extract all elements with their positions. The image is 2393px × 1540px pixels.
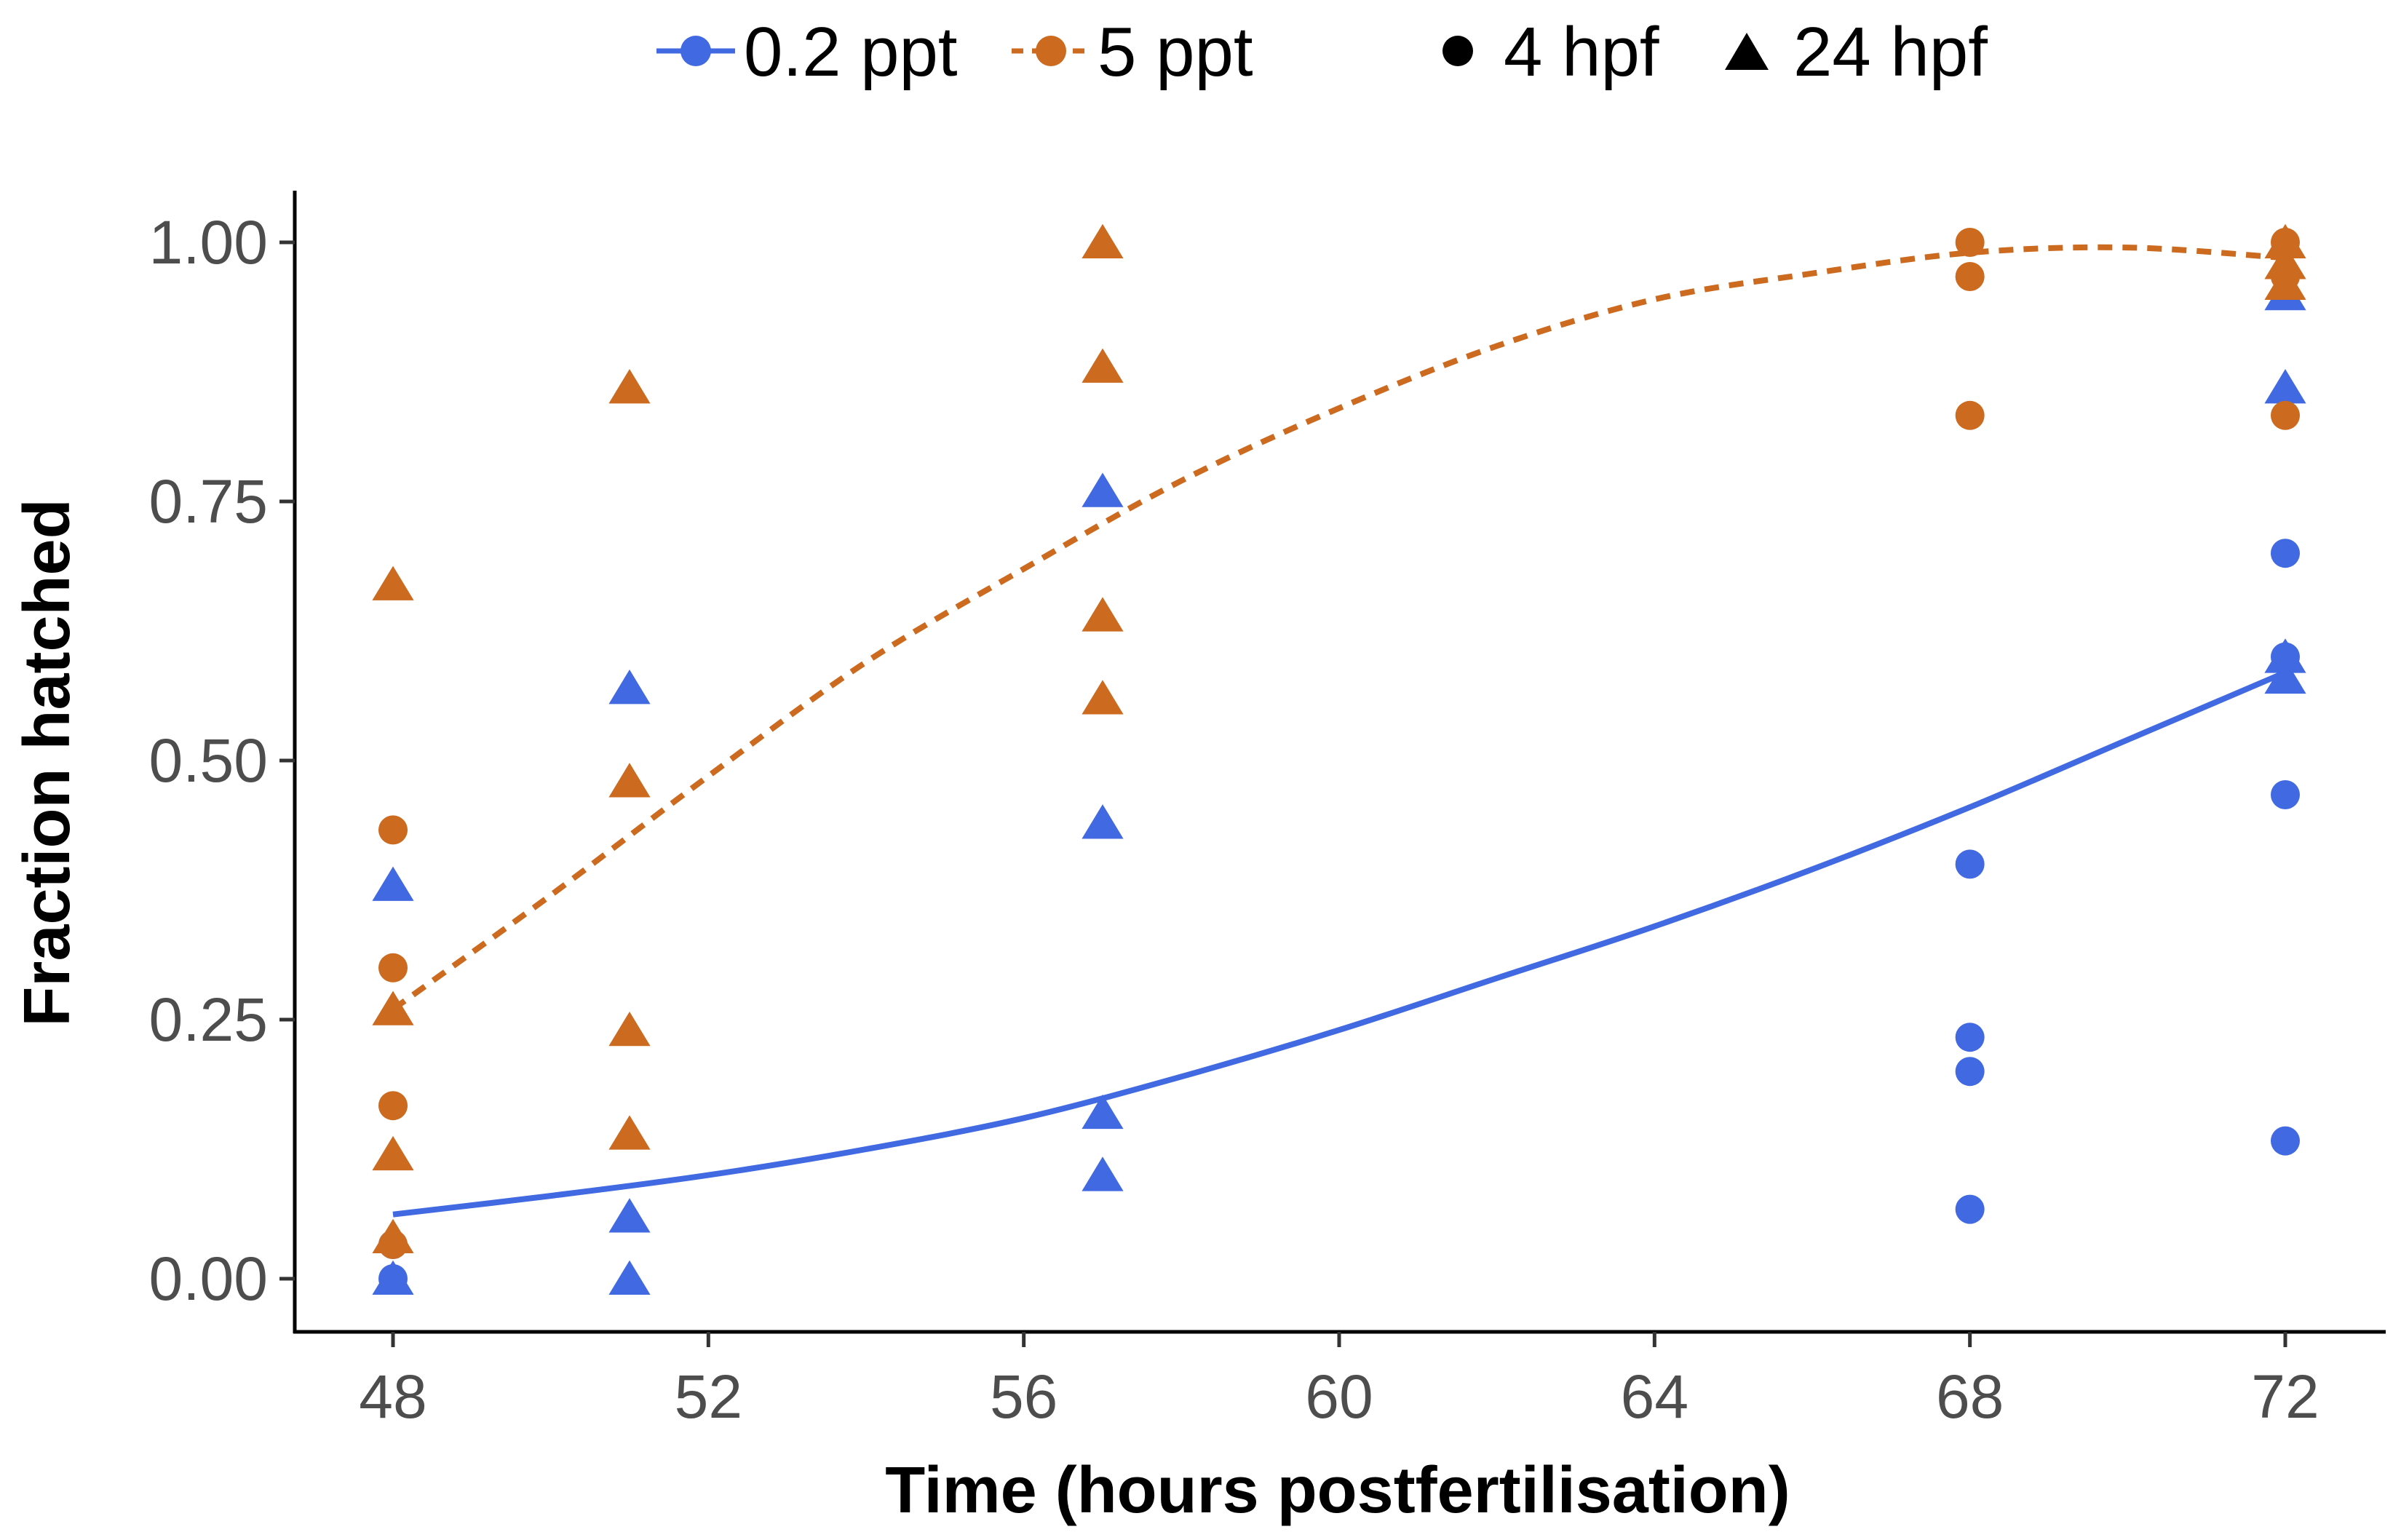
x-tick-label: 68 bbox=[1936, 1362, 2004, 1431]
point-circle bbox=[1955, 1023, 1985, 1052]
y-tick-label: 0.25 bbox=[149, 985, 269, 1054]
point-circle bbox=[378, 1091, 408, 1121]
x-tick-label: 60 bbox=[1305, 1362, 1373, 1431]
point-triangle bbox=[1082, 1156, 1124, 1191]
y-tick-label: 0.00 bbox=[149, 1245, 269, 1313]
point-circle bbox=[2271, 1126, 2300, 1156]
point-circle bbox=[2271, 779, 2300, 809]
point-circle bbox=[378, 953, 408, 983]
point-triangle bbox=[1082, 348, 1124, 383]
point-triangle bbox=[1082, 472, 1124, 507]
legend-marker-0.2ppt bbox=[680, 36, 711, 66]
data-points bbox=[372, 223, 2306, 1295]
point-circle bbox=[1955, 849, 1985, 879]
point-triangle bbox=[608, 1011, 651, 1047]
x-tick-label: 56 bbox=[990, 1362, 1057, 1431]
point-triangle bbox=[608, 1198, 651, 1233]
point-circle bbox=[1955, 1194, 1985, 1224]
point-triangle bbox=[2264, 245, 2306, 279]
y-tick-label: 0.75 bbox=[149, 467, 269, 536]
point-circle bbox=[378, 815, 408, 845]
legend-label-24hpf: 24 hpf bbox=[1793, 13, 1988, 91]
point-triangle bbox=[2264, 369, 2306, 404]
legend-label-0.2ppt: 0.2 ppt bbox=[744, 13, 958, 91]
point-triangle bbox=[1082, 804, 1124, 839]
point-triangle bbox=[1082, 223, 1124, 258]
x-axis-title: Time (hours postfertilisation) bbox=[885, 1454, 1790, 1527]
legend: 0.2 ppt 5 ppt 4 hpf 24 hpf bbox=[656, 13, 1988, 91]
point-circle bbox=[2271, 400, 2300, 430]
legend-label-5ppt: 5 ppt bbox=[1098, 13, 1253, 91]
point-circle bbox=[1955, 400, 1985, 430]
point-triangle bbox=[608, 1115, 651, 1150]
x-tick-label: 72 bbox=[2251, 1362, 2319, 1431]
point-triangle bbox=[372, 565, 414, 600]
point-triangle bbox=[1082, 1094, 1124, 1130]
point-triangle bbox=[2264, 659, 2306, 694]
y-tick-label: 1.00 bbox=[149, 208, 269, 277]
legend-label-4hpf: 4 hpf bbox=[1504, 13, 1659, 91]
fit-line-0.2-ppt bbox=[392, 670, 2287, 1218]
point-triangle bbox=[372, 1260, 414, 1295]
legend-marker-24hpf bbox=[1725, 33, 1769, 70]
x-tick-label: 64 bbox=[1621, 1362, 1688, 1431]
x-tick-label: 52 bbox=[675, 1362, 742, 1431]
legend-marker-4hpf bbox=[1442, 36, 1473, 66]
x-ticks: 48 52 56 60 64 68 72 bbox=[359, 1332, 2319, 1431]
point-triangle bbox=[608, 1260, 651, 1295]
point-circle bbox=[1955, 261, 1985, 291]
y-ticks: 0.00 0.25 0.50 0.75 1.00 bbox=[149, 208, 295, 1313]
point-circle bbox=[1955, 1057, 1985, 1087]
point-triangle bbox=[2264, 265, 2306, 300]
x-tick-label: 48 bbox=[359, 1362, 426, 1431]
point-triangle bbox=[1082, 597, 1124, 632]
point-circle bbox=[1955, 228, 1985, 257]
legend-marker-5ppt bbox=[1036, 36, 1066, 66]
y-axis-title: Fraction hatched bbox=[11, 499, 84, 1026]
point-triangle bbox=[608, 670, 651, 704]
point-triangle bbox=[608, 369, 651, 404]
point-triangle bbox=[2264, 638, 2306, 673]
point-triangle bbox=[372, 991, 414, 1025]
point-triangle bbox=[372, 1135, 414, 1171]
y-tick-label: 0.50 bbox=[149, 726, 269, 795]
point-triangle bbox=[608, 763, 651, 798]
point-triangle bbox=[1082, 680, 1124, 715]
point-triangle bbox=[372, 1218, 414, 1254]
point-circle bbox=[2271, 539, 2300, 568]
point-triangle bbox=[372, 866, 414, 901]
point-triangle bbox=[2264, 223, 2306, 258]
